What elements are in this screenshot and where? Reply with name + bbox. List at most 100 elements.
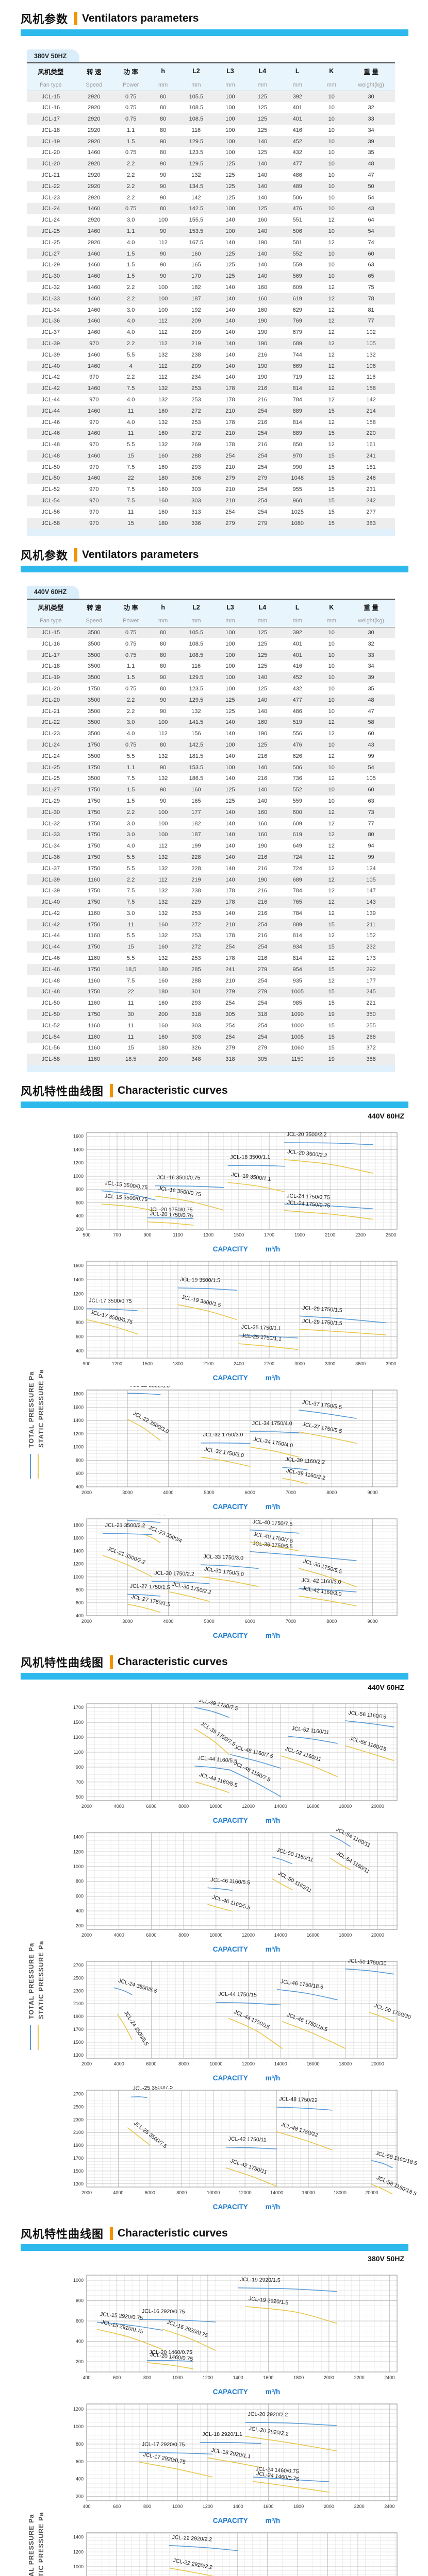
table-cell: 814 (292, 933, 302, 939)
curve-label: JCL-54 1160/11 (335, 1850, 371, 1875)
table-cell: 3.0 (127, 820, 135, 827)
table-cell: 125 (257, 640, 268, 647)
x-tick-label: 8000 (326, 1619, 337, 1624)
table-row: JCL-25 3500 7.5 132 186.5 140 216 736 12 105 (27, 773, 395, 784)
curve-static (127, 2127, 151, 2146)
table-cell: 254 (257, 452, 268, 459)
table-cell: 689 (292, 340, 302, 347)
table-cell: 318 (191, 1011, 201, 1018)
table-cell: 11 (127, 921, 134, 928)
table-cell: JCL-21 (41, 172, 60, 178)
table-row: JCL-48 1160 7.5 160 288 210 254 935 12 177 (27, 975, 395, 987)
curve-label: JCL-33 1750/3.0 (204, 1566, 244, 1578)
orange-bar-icon (74, 548, 78, 562)
y-tick-label: 1000 (73, 1864, 84, 1869)
table-cell: 7.5 (127, 977, 135, 984)
table-cell: JCL-15 (41, 93, 60, 100)
x-tick-label: 800 (143, 2504, 151, 2509)
y-tick-label: 800 (76, 1458, 84, 1463)
table-cell: 272 (191, 921, 201, 928)
curve-static (177, 1304, 237, 1320)
table-cell: 102 (366, 329, 376, 336)
table-cell: 160 (158, 486, 168, 493)
table-cell: 5.5 (127, 933, 135, 939)
curve-label: JCL-36 1750/5.5 (303, 1558, 343, 1575)
table-cell: 216 (257, 899, 268, 906)
table-cell: 125 (257, 149, 268, 156)
table-cell: 187 (191, 832, 201, 838)
table-cell: 80 (160, 652, 167, 658)
curve-label: JCL-37 1750/5.5 (302, 1399, 342, 1411)
curve-label: JCL-20 1750/0.75 (150, 1211, 193, 1219)
table-cell: 100 (225, 149, 235, 156)
table-cell: 192 (191, 307, 201, 313)
cyan-divider-bar (21, 1101, 408, 1109)
section-header-curves: 风机特性曲线图 Characteristic curves (21, 2215, 428, 2242)
x-tick-label: 12000 (242, 1933, 255, 1938)
table-cell: 1460 (88, 385, 101, 392)
curve-total (201, 1564, 259, 1569)
table-cell: 254 (257, 486, 268, 493)
table-cell: 2.2 (127, 697, 135, 703)
table-cell: 1460 (88, 408, 101, 414)
table-cell: 12 (328, 442, 335, 448)
table-cell: 238 (191, 351, 201, 358)
curve-static (146, 2362, 193, 2369)
table-cell: JCL-44 (41, 396, 60, 403)
table-cell: 35 (368, 149, 374, 156)
curve-static (282, 1478, 308, 1484)
table-cell: 0.75 (125, 652, 137, 658)
curve-total (371, 2160, 393, 2168)
table-cell: 43 (368, 206, 374, 212)
table-cell: 140 (225, 318, 235, 325)
table-cell: 10 (328, 663, 335, 670)
table-cell: 7.5 (127, 888, 135, 894)
x-tick-label: 2400 (384, 2375, 394, 2380)
table-row: JCL-44 1750 15 160 272 254 254 934 15 232 (27, 941, 395, 953)
table-cell: 125 (225, 161, 235, 167)
table-cell: 160 (158, 1033, 168, 1040)
curve-static (227, 1182, 285, 1193)
curve-static (139, 2462, 213, 2478)
total-pressure-label: TOTAL PRESSURE Pa (28, 2514, 35, 2576)
pressure-capacity-chart: 400 600 800 1000 1200 1400 1600 900 1200 1500 1800… (73, 1261, 398, 1366)
table-cell: 216 (257, 775, 268, 782)
table-cell: 3500 (88, 640, 101, 647)
curve-label: JCL-46 1160/5.5 (210, 1877, 251, 1886)
table-cell: 152 (366, 933, 376, 939)
table-cell: 556 (292, 731, 302, 737)
curve-total (139, 2452, 213, 2455)
x-tick-label: 12000 (239, 2190, 252, 2195)
table-cell: 100 (158, 284, 168, 291)
table-cell: 140 (225, 329, 235, 336)
table-cell: 1460 (88, 430, 101, 437)
table-row: JCL-20 1750 0.75 80 123.5 100 125 432 10 35 (27, 683, 395, 694)
table-row: JCL-23 2920 2.2 90 142 125 140 506 10 54 (27, 192, 395, 204)
table-cell: JCL-37 (41, 865, 60, 872)
table-cell: 178 (225, 385, 235, 392)
table-cell: 12 (328, 329, 335, 336)
table-cell: 1460 (88, 273, 101, 280)
table-cell: 178 (225, 955, 235, 962)
x-tick-label: 500 (83, 1232, 90, 1238)
table-cell: JCL-17 (41, 115, 60, 122)
column-header-zh: L2 (177, 63, 215, 79)
curve-label: JCL-27 1750/1.5 (130, 1583, 170, 1591)
y-tick-label: 1200 (73, 1849, 84, 1854)
table-cell: 140 (225, 351, 235, 358)
table-cell: 1160 (88, 910, 101, 917)
x-tick-label: 14000 (274, 1933, 287, 1938)
table-row: JCL-30 1460 1.5 90 170 125 140 569 10 65 (27, 270, 395, 282)
table-cell: 970 (89, 509, 99, 515)
table-cell: 1160 (88, 876, 101, 883)
table-cell: 253 (191, 385, 201, 392)
column-header-zh: L (279, 599, 316, 615)
table-cell: 58 (368, 719, 374, 726)
table-cell: 279 (257, 520, 268, 527)
table-cell: 112 (158, 843, 168, 850)
x-tick-label: 16000 (302, 2190, 315, 2195)
table-cell: JCL-54 (41, 1033, 60, 1040)
table-cell: 2920 (88, 93, 101, 100)
table-cell: 140 (225, 217, 235, 224)
table-cell: 30 (127, 1011, 134, 1018)
